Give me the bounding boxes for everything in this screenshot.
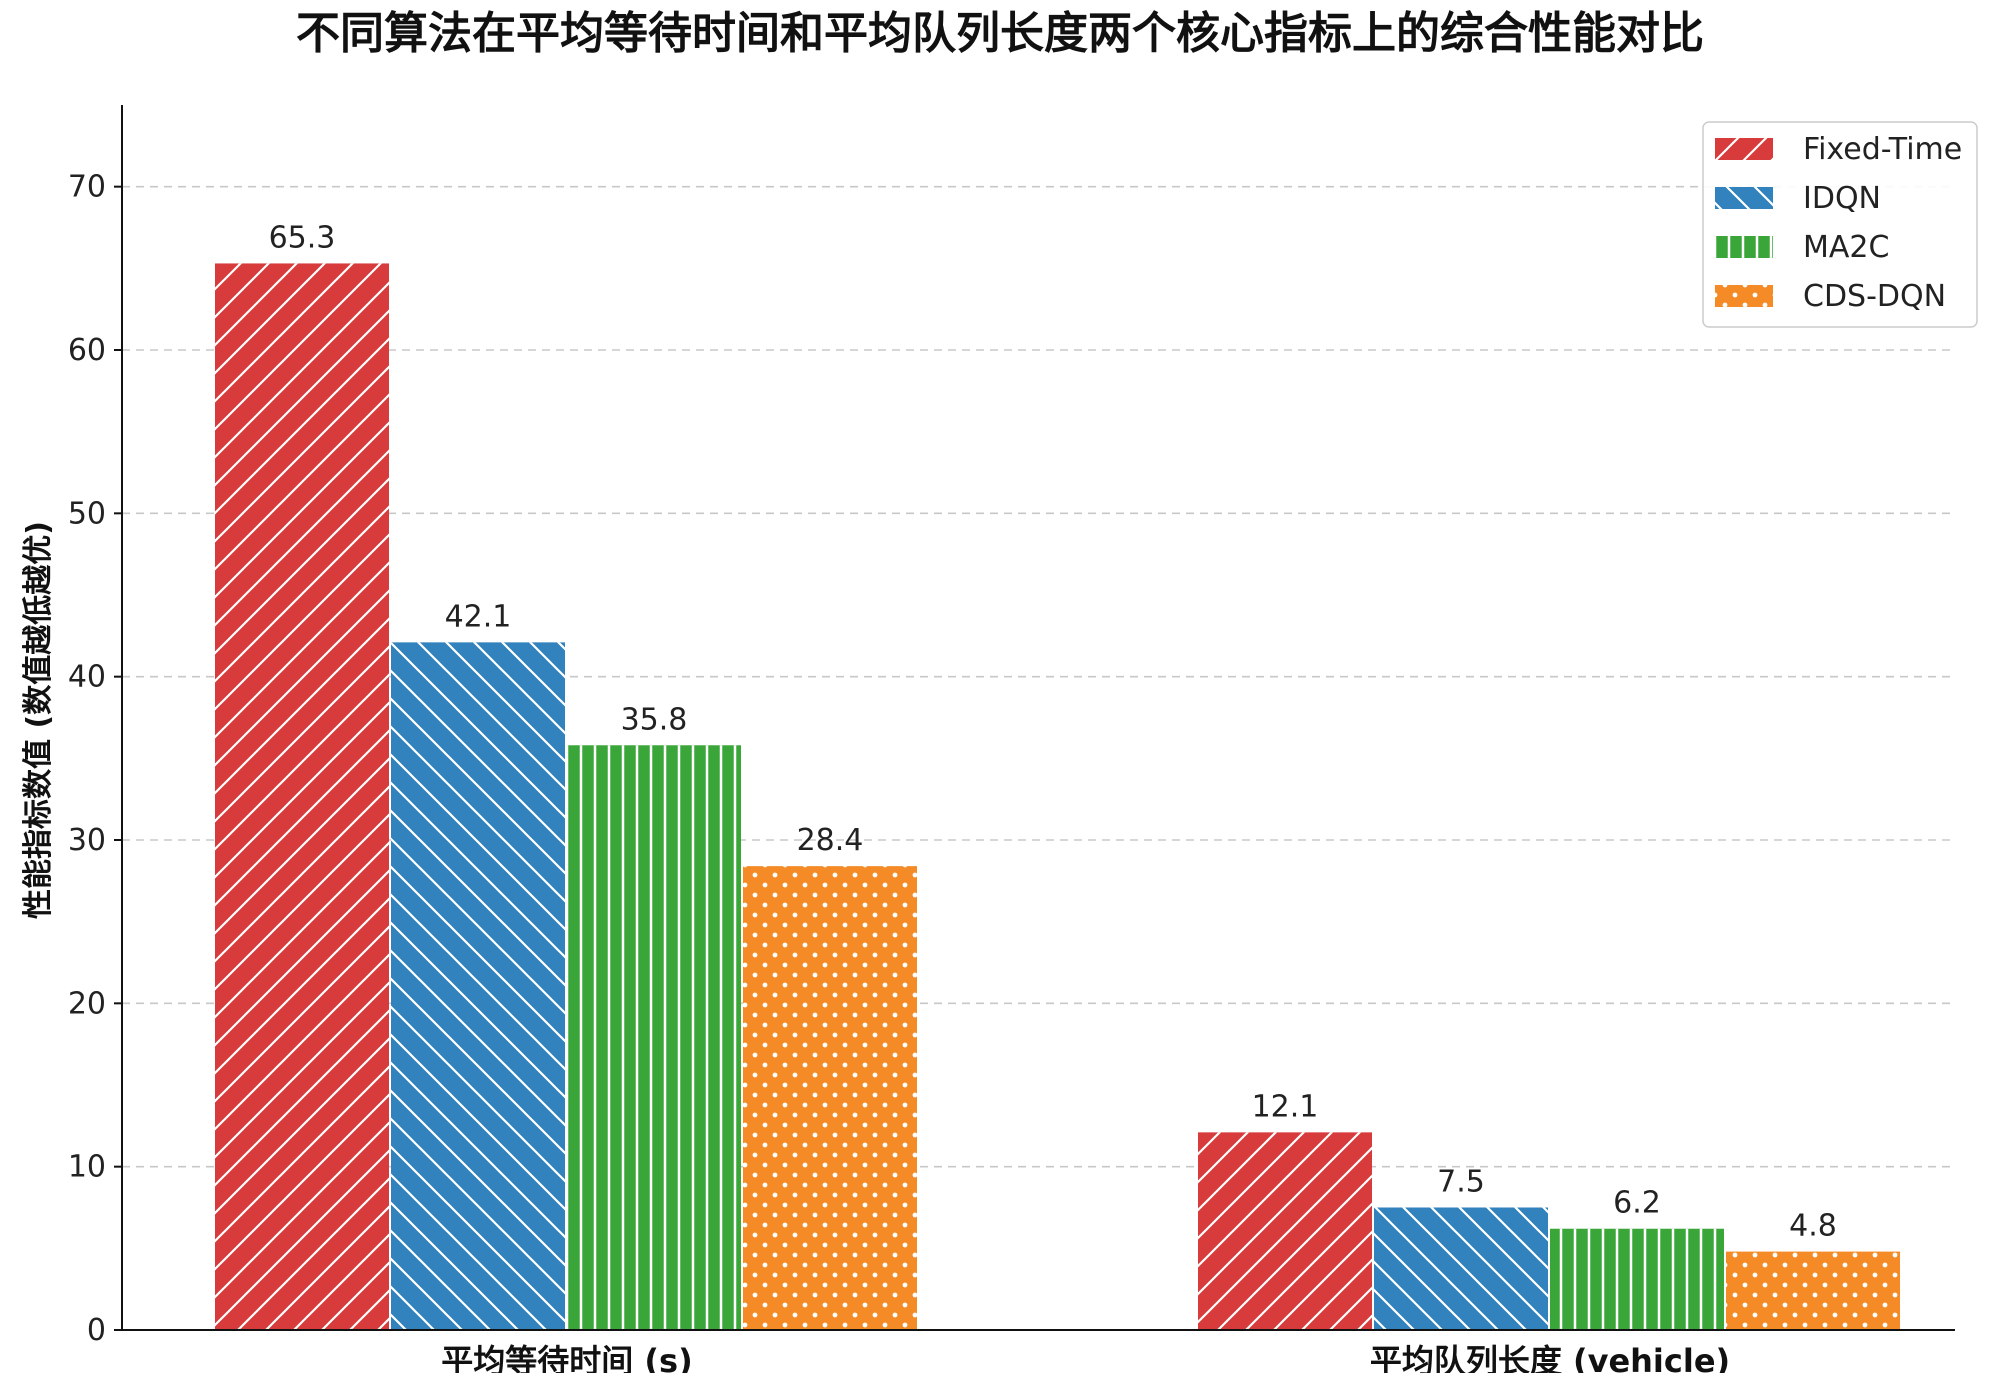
y-tick-label: 10: [68, 1150, 106, 1185]
data-label: 7.5: [1437, 1165, 1485, 1200]
data-label: 65.3: [269, 220, 336, 255]
y-tick-label: 30: [68, 823, 106, 858]
legend-box: [1702, 121, 1978, 328]
legend-swatch-hatch: [1715, 236, 1773, 258]
legend-label: Fixed-Time: [1803, 132, 1962, 167]
bar-hatch: [391, 642, 565, 1330]
bar-hatch: [743, 866, 917, 1330]
bar-hatch: [1550, 1228, 1724, 1330]
legend: Fixed-Time IDQN MA2C CDS-DQN: [1702, 121, 1978, 328]
data-label: 35.8: [621, 702, 688, 737]
legend-swatch-hatch: [1715, 187, 1773, 209]
legend-swatch-hatch: [1715, 285, 1773, 307]
y-tick-label: 50: [68, 496, 106, 531]
data-label: 6.2: [1613, 1186, 1661, 1221]
x-categories: 平均等待时间 (s) 平均队列长度 (vehicle): [441, 1342, 1730, 1373]
data-label: 12.1: [1252, 1089, 1319, 1124]
bar-hatch: [1726, 1251, 1900, 1330]
y-tick-label: 20: [68, 986, 106, 1021]
bar-hatch: [567, 745, 741, 1330]
data-label: 28.4: [797, 823, 864, 858]
y-tick-label: 40: [68, 660, 106, 695]
bars: [215, 263, 1900, 1330]
bar-hatch: [1198, 1132, 1372, 1330]
legend-label: CDS-DQN: [1803, 279, 1946, 314]
legend-label: MA2C: [1803, 230, 1889, 265]
bar-hatch: [215, 263, 389, 1330]
legend-label: IDQN: [1803, 181, 1881, 216]
x-category-label: 平均队列长度 (vehicle): [1370, 1342, 1730, 1373]
y-axis-label: 性能指标数值 (数值越低越优): [21, 521, 56, 919]
data-label: 4.8: [1789, 1209, 1837, 1244]
y-tick-label: 70: [68, 170, 106, 205]
chart-title: 不同算法在平均等待时间和平均队列长度两个核心指标上的综合性能对比: [296, 8, 1704, 59]
y-ticks: 0 10 20 30 40 50 60 70: [68, 170, 122, 1348]
bar-hatch: [1374, 1207, 1548, 1330]
legend-swatch-hatch: [1715, 138, 1773, 160]
grid: [122, 185, 1955, 1168]
x-category-label: 平均等待时间 (s): [441, 1342, 692, 1373]
y-tick-label: 0: [87, 1313, 106, 1348]
data-labels: 65.3 42.1 35.8 28.4 12.1 7.5 6.2 4.8: [269, 220, 1837, 1243]
y-tick-label: 60: [68, 333, 106, 368]
data-label: 42.1: [445, 599, 512, 634]
